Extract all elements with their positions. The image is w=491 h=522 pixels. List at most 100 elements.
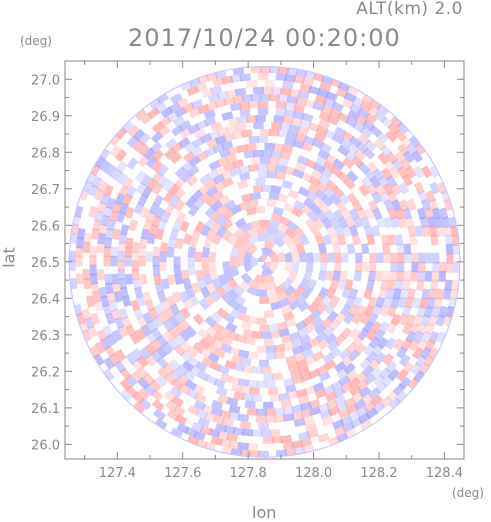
field-cell-negative [298, 251, 307, 263]
field-cell-positive [435, 225, 445, 238]
field-cell-negative [410, 362, 423, 376]
field-cell-positive [268, 261, 279, 273]
field-cell-positive [179, 220, 190, 233]
field-cell-positive [245, 143, 257, 152]
field-cell-positive [291, 411, 304, 421]
field-cell-positive [137, 387, 151, 400]
field-cell-positive [341, 98, 355, 110]
field-cell-negative [103, 273, 113, 285]
field-cell-positive [366, 183, 378, 197]
field-cell-negative [261, 247, 274, 257]
field-cell-positive [430, 279, 439, 292]
field-cell-positive [201, 265, 210, 277]
field-cell-negative [382, 296, 393, 309]
field-cell-negative [187, 356, 200, 368]
field-cell-negative [110, 246, 119, 258]
field-cell-negative [76, 236, 85, 249]
field-cell-negative [217, 364, 230, 376]
field-cell-positive [390, 182, 402, 196]
field-cell-positive [274, 343, 286, 353]
field-cell-positive [366, 161, 379, 174]
field-cell-positive [446, 261, 454, 273]
field-cell-positive [326, 225, 337, 238]
field-cell-negative [222, 261, 231, 272]
field-cell-positive [90, 282, 100, 294]
field-cell-positive [256, 345, 267, 353]
y-tick-label: 26.1 [31, 402, 60, 417]
field-cell-positive [111, 282, 121, 294]
field-cell-negative [223, 269, 234, 282]
field-cell-positive [228, 440, 241, 450]
field-cell-negative [214, 422, 228, 433]
field-cell-positive [390, 252, 398, 264]
field-cell-positive [242, 328, 254, 338]
field-cell-negative [94, 210, 105, 223]
field-cell-negative [268, 191, 280, 201]
field-cell-negative [313, 162, 326, 174]
field-cell-positive [159, 242, 169, 254]
field-cell-negative [327, 339, 340, 352]
field-cell-positive [246, 79, 258, 88]
field-cell-negative [343, 362, 356, 375]
field-cell-positive [268, 93, 281, 102]
field-cell-positive [94, 341, 106, 355]
y-tick-label: 26.2 [31, 365, 60, 380]
field-cell-negative [190, 98, 204, 110]
field-cell-positive [197, 183, 210, 196]
field-cell-positive [393, 128, 407, 142]
field-cell-negative [298, 233, 310, 246]
field-cell-positive [275, 171, 287, 181]
field-cell-negative [187, 123, 201, 135]
field-cell-negative [341, 287, 352, 300]
field-cell-positive [238, 312, 250, 323]
field-cell-negative [237, 349, 250, 359]
field-cell-negative [282, 80, 294, 90]
field-cell-positive [210, 121, 223, 132]
field-cell-positive [117, 324, 129, 338]
field-cell-positive [239, 421, 252, 430]
field-cell-negative [207, 352, 220, 364]
field-cell-positive [137, 143, 151, 157]
field-cell-negative [152, 194, 164, 207]
field-cell-positive [204, 178, 218, 190]
field-cell-positive [266, 198, 278, 207]
field-cell-negative [208, 160, 221, 171]
field-cell-positive [282, 341, 295, 351]
field-cell-positive [96, 269, 105, 281]
field-cell-positive [234, 123, 247, 132]
field-cell-negative [257, 135, 269, 144]
field-cell-negative [358, 386, 372, 399]
field-cell-negative [215, 386, 228, 397]
field-cell-negative [99, 159, 112, 173]
field-cell-negative [106, 218, 117, 231]
field-cell-positive [282, 441, 295, 450]
field-cell-negative [198, 298, 210, 311]
field-cell-positive [131, 269, 140, 281]
field-cell-positive [94, 299, 104, 312]
field-cell-negative [244, 400, 256, 409]
field-cell-positive [268, 156, 280, 165]
field-cell-negative [243, 150, 255, 159]
field-cell-positive [232, 237, 245, 250]
field-cell-negative [229, 246, 240, 258]
field-cell-positive [264, 261, 272, 268]
field-cell-positive [404, 165, 417, 179]
field-cell-positive [404, 296, 415, 309]
field-cell-positive [382, 243, 391, 255]
field-cell-positive [103, 255, 111, 267]
field-cell-negative [384, 360, 398, 374]
field-cell-negative [444, 234, 453, 246]
field-cell-positive [264, 79, 276, 88]
field-cell-positive [98, 223, 108, 236]
field-cell-positive [386, 389, 399, 403]
field-cell-negative [102, 368, 115, 382]
field-cell-negative [426, 297, 436, 310]
field-cell-negative [100, 337, 112, 351]
field-cell-positive [192, 313, 205, 326]
field-cell-negative [110, 273, 120, 285]
field-cell-negative [233, 362, 245, 372]
field-cell-positive [313, 131, 327, 143]
field-cell-negative [210, 199, 223, 212]
field-cell-positive [261, 366, 272, 374]
field-cell-positive [259, 324, 270, 332]
